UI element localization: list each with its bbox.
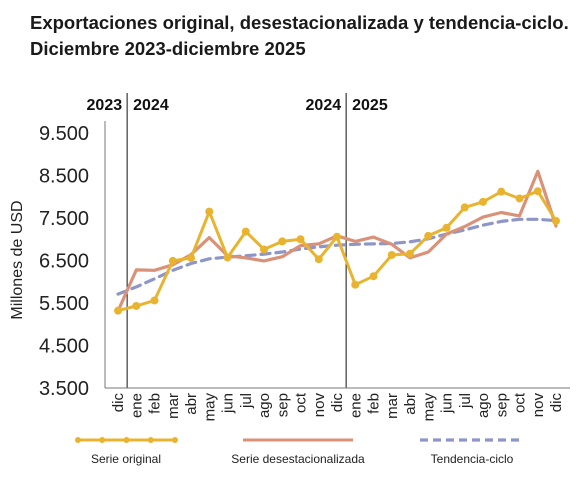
y-tick-label: 7.500 <box>39 208 89 230</box>
chart-title: Exportaciones original, desestacionaliza… <box>30 12 569 59</box>
x-tick-label: mar <box>384 393 401 419</box>
series-line-1 <box>116 169 558 313</box>
series-line-0 <box>116 189 558 313</box>
legend-marker <box>75 437 81 443</box>
y-tick-label: 6.500 <box>39 251 89 273</box>
x-tick-label: oct <box>512 392 529 413</box>
x-tick-label: jul <box>238 393 255 409</box>
x-tick-label: mar <box>165 393 182 419</box>
data-point <box>187 253 195 262</box>
x-tick-label: jun <box>439 393 456 414</box>
data-point <box>333 232 341 241</box>
data-point <box>424 231 433 240</box>
x-tick-label: abr <box>183 393 200 415</box>
legend-label-2: Tendencia-ciclo <box>431 452 514 466</box>
y-tick-label: 8.500 <box>39 166 89 188</box>
legend-label-1: Serie desestacionalizada <box>231 452 365 466</box>
y-tick-label: 5.500 <box>39 293 89 315</box>
data-point <box>351 280 360 289</box>
y-tick-label: 9.500 <box>39 123 89 145</box>
data-point <box>497 187 506 196</box>
axes <box>104 121 570 389</box>
data-point <box>533 187 542 196</box>
data-point <box>515 194 524 203</box>
data-point <box>406 249 414 258</box>
x-tick-label: feb <box>147 393 164 414</box>
legend-label-0: Serie original <box>91 452 161 466</box>
series-group <box>114 169 560 315</box>
legend-marker <box>147 437 154 443</box>
y-tick-label: 4.500 <box>39 336 89 358</box>
x-tick-label: abr <box>402 393 419 415</box>
data-point <box>260 245 268 254</box>
x-tick-label: ago <box>475 393 492 418</box>
data-point <box>223 253 232 262</box>
x-tick-label: nov <box>530 393 547 418</box>
data-point <box>168 256 177 265</box>
year-label-right: 2024 <box>133 97 169 114</box>
year-label-right: 2025 <box>352 97 388 114</box>
x-tick-label: dic <box>548 393 565 413</box>
x-tick-label: oct <box>293 392 310 413</box>
x-tick-label: ene <box>128 393 145 418</box>
data-point <box>369 272 378 281</box>
x-tick-label: dic <box>329 393 346 413</box>
year-markers: 2023 2024 2024 2025 <box>87 93 388 388</box>
data-point <box>278 237 287 246</box>
y-axis-label-group: Millones de USD <box>9 200 26 319</box>
data-point <box>205 207 214 216</box>
y-axis-ticks: 9.500 8.500 7.500 6.500 5.500 4.500 3.500 <box>39 123 89 400</box>
legend-marker <box>172 437 178 443</box>
data-point <box>132 301 141 310</box>
x-axis-ticks: dic ene feb mar abr may jun jul ago sep oct nov dic e… <box>110 392 565 421</box>
data-point <box>442 223 451 232</box>
series-line-2 <box>116 217 558 296</box>
data-point <box>479 197 487 206</box>
y-tick-label: 3.500 <box>39 378 89 400</box>
data-point <box>296 235 305 244</box>
x-tick-label: may <box>420 393 437 422</box>
legend-marker <box>123 437 130 443</box>
year-label-left: 2024 <box>306 97 342 114</box>
data-point <box>241 227 250 236</box>
y-axis-label: Millones de USD <box>9 200 26 319</box>
x-tick-label: may <box>201 393 218 422</box>
x-tick-label: jun <box>220 393 237 414</box>
x-tick-label: feb <box>366 393 383 414</box>
x-tick-label: dic <box>110 393 127 413</box>
legend: Serie original Serie desestacionalizada Te… <box>75 437 524 466</box>
data-point <box>314 255 323 264</box>
data-point <box>552 216 560 225</box>
x-tick-label: ago <box>256 393 273 418</box>
x-tick-label: ene <box>347 393 364 418</box>
data-point <box>114 306 122 315</box>
x-tick-label: sep <box>493 393 510 417</box>
year-label-left: 2023 <box>87 97 123 114</box>
legend-marker <box>99 437 106 443</box>
x-tick-label: jul <box>457 393 474 409</box>
data-point <box>460 203 469 212</box>
data-point <box>387 250 396 259</box>
x-tick-label: sep <box>274 393 291 417</box>
x-tick-label: nov <box>311 393 328 418</box>
data-point <box>150 296 159 305</box>
